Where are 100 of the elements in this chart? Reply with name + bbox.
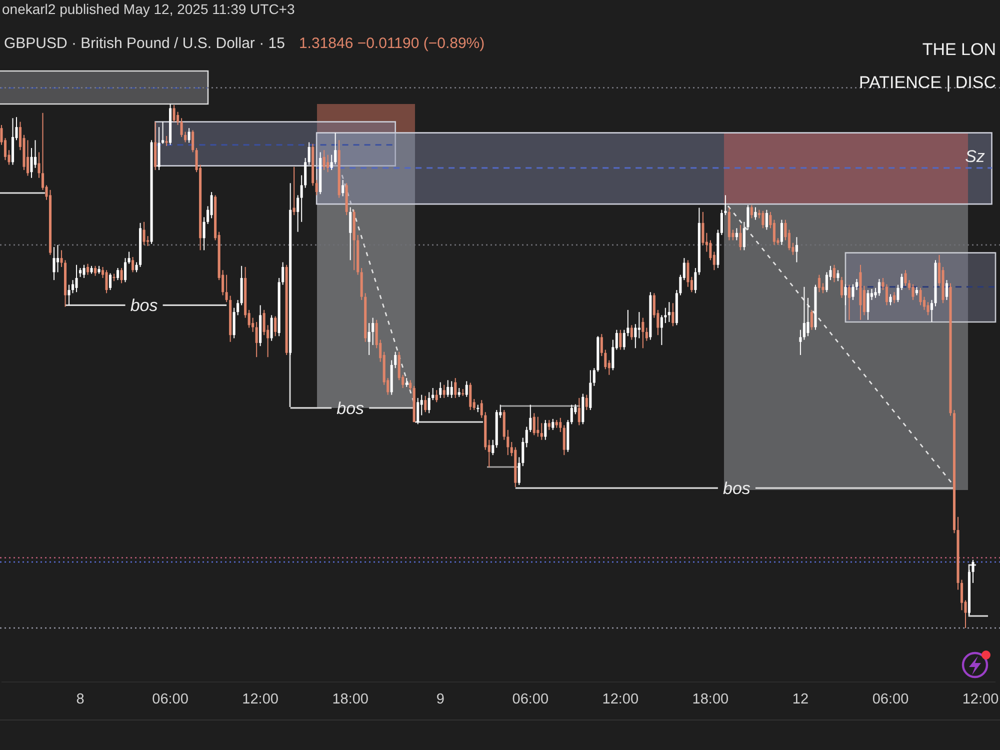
candlestick (739, 224, 742, 251)
candlestick (292, 166, 296, 216)
candlestick (844, 284, 847, 306)
candlestick (30, 148, 33, 178)
candlestick (439, 382, 442, 398)
candlestick (506, 429, 510, 456)
candlestick (270, 314, 273, 342)
candlestick (626, 309, 630, 337)
candlestick (322, 150, 326, 171)
candlestick (912, 284, 914, 300)
candlestick (465, 380, 468, 398)
series-label: bos (722, 479, 751, 498)
candlestick (806, 297, 810, 337)
candlestick (780, 219, 783, 246)
candlestick (409, 380, 412, 391)
candlestick (570, 404, 573, 425)
candlestick (799, 329, 802, 356)
candlestick (518, 456, 520, 486)
candlestick (26, 140, 30, 176)
candlestick (142, 221, 146, 246)
candlestick (540, 422, 543, 440)
candlestick (562, 424, 566, 456)
candlestick (38, 152, 40, 178)
candlestick (255, 321, 258, 358)
candlestick (529, 404, 532, 433)
candlestick (638, 312, 640, 339)
candlestick (176, 111, 180, 126)
candlestick (56, 244, 60, 273)
text: PATIENCE | DISC (859, 73, 996, 92)
candlestick (668, 302, 670, 322)
candlestick (548, 419, 550, 430)
text: onekarl2 published May 12, 2025 11:39 UTC+3 (2, 1, 295, 17)
candlestick (428, 392, 430, 414)
candlestick (686, 260, 690, 288)
candlestick (536, 416, 540, 438)
candlestick (105, 270, 108, 294)
x-tick-label: 06:00 (872, 691, 909, 708)
candlestick (165, 135, 168, 146)
candlestick (210, 192, 213, 219)
candlestick (754, 206, 757, 220)
candlestick (559, 417, 562, 433)
candlestick (604, 349, 607, 370)
x-tick-label: 8 (76, 691, 84, 708)
candlestick (432, 388, 434, 401)
candlestick (832, 264, 836, 283)
candlestick (60, 250, 63, 268)
candlestick (642, 317, 644, 349)
x-tick-label: 18:00 (692, 691, 729, 708)
candlestick (296, 194, 300, 232)
candlestick (552, 418, 554, 430)
candlestick (180, 118, 183, 138)
candlestick (398, 351, 400, 381)
candlestick (750, 204, 753, 219)
candlestick (349, 206, 352, 261)
candlestick (435, 390, 438, 403)
candlestick (424, 395, 427, 413)
candlestick (94, 265, 97, 276)
candlestick (326, 154, 330, 173)
candlestick (904, 270, 907, 286)
candlestick (416, 397, 420, 425)
candlestick (772, 219, 776, 246)
x-tick-label: 9 (436, 691, 444, 708)
candlestick (645, 327, 648, 342)
candlestick (765, 209, 768, 230)
chart-title: GBPUSD · British Pound / U.S. Dollar · 15 (4, 35, 285, 52)
candlestick (578, 397, 580, 426)
candlestick (742, 221, 746, 251)
candlestick (619, 329, 622, 350)
candlestick (315, 179, 318, 196)
candlestick (866, 290, 870, 320)
candlestick (236, 299, 240, 316)
candlestick (304, 157, 307, 188)
candlestick (188, 128, 190, 144)
candlestick (709, 240, 712, 261)
candlestick (585, 394, 588, 411)
candlestick (442, 384, 446, 398)
candlestick (184, 131, 187, 143)
candlestick (600, 334, 603, 357)
candlestick (262, 309, 266, 336)
candlestick (128, 251, 130, 264)
candlestick (930, 299, 934, 322)
candlestick (919, 287, 922, 306)
candlestick (660, 314, 663, 346)
candlestick (274, 316, 277, 337)
candlestick (368, 322, 370, 356)
candlestick (802, 286, 806, 340)
candlestick (702, 211, 704, 246)
candlestick (492, 439, 494, 456)
candlestick (450, 380, 453, 398)
candlestick (664, 307, 667, 324)
candlestick (252, 317, 254, 332)
candlestick (825, 272, 828, 293)
candlestick (135, 262, 138, 273)
candlestick (532, 412, 536, 436)
candlestick (132, 256, 134, 273)
candlestick (720, 209, 723, 236)
candlestick (124, 258, 127, 283)
candlestick (818, 274, 820, 293)
candlestick (592, 368, 596, 386)
x-tick-label: 12 (792, 691, 809, 708)
